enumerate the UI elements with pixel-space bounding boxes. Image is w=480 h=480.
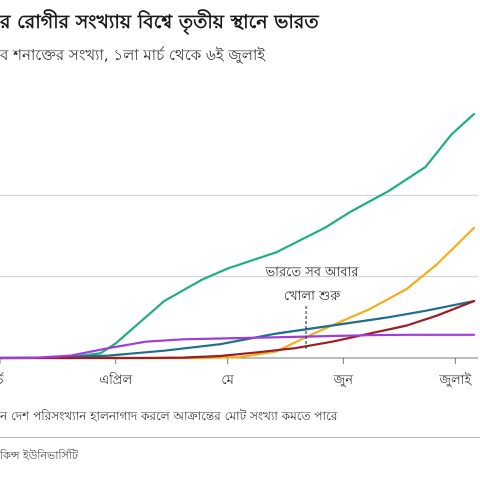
series-line-3 <box>0 300 476 360</box>
x-tick-label-3: জুন <box>333 373 354 388</box>
x-tick-label-2: মে <box>221 373 234 388</box>
series-line-2 <box>0 300 476 360</box>
series-line-4 <box>0 333 476 360</box>
footnote: ন দেশ পরিসংখ্যান হালনাগাদ করলে আক্রান্তে… <box>0 409 338 423</box>
x-tick-label-4: জুলাই <box>438 372 472 388</box>
footer-divider <box>0 437 480 438</box>
annotation-label-1: খোলা শুরু <box>284 289 341 304</box>
x-tick-label-0: র্চ <box>0 372 4 388</box>
x-tick-label-1: এপ্রিল <box>99 372 132 388</box>
chart-subtitle: ব শনাক্তের সংখ্যা, ১লা মার্চ থেকে ৬ই জুল… <box>0 46 266 64</box>
chart-title: র রোগীর সংখ্যায় বিশ্বে তৃতীয় স্থানে ভা… <box>0 11 319 33</box>
source-credit: কিন্স ইউনিভার্সিটি <box>0 449 78 462</box>
series-line-0 <box>0 112 476 360</box>
annotation-label-0: ভারতে সব আবার <box>265 265 360 280</box>
